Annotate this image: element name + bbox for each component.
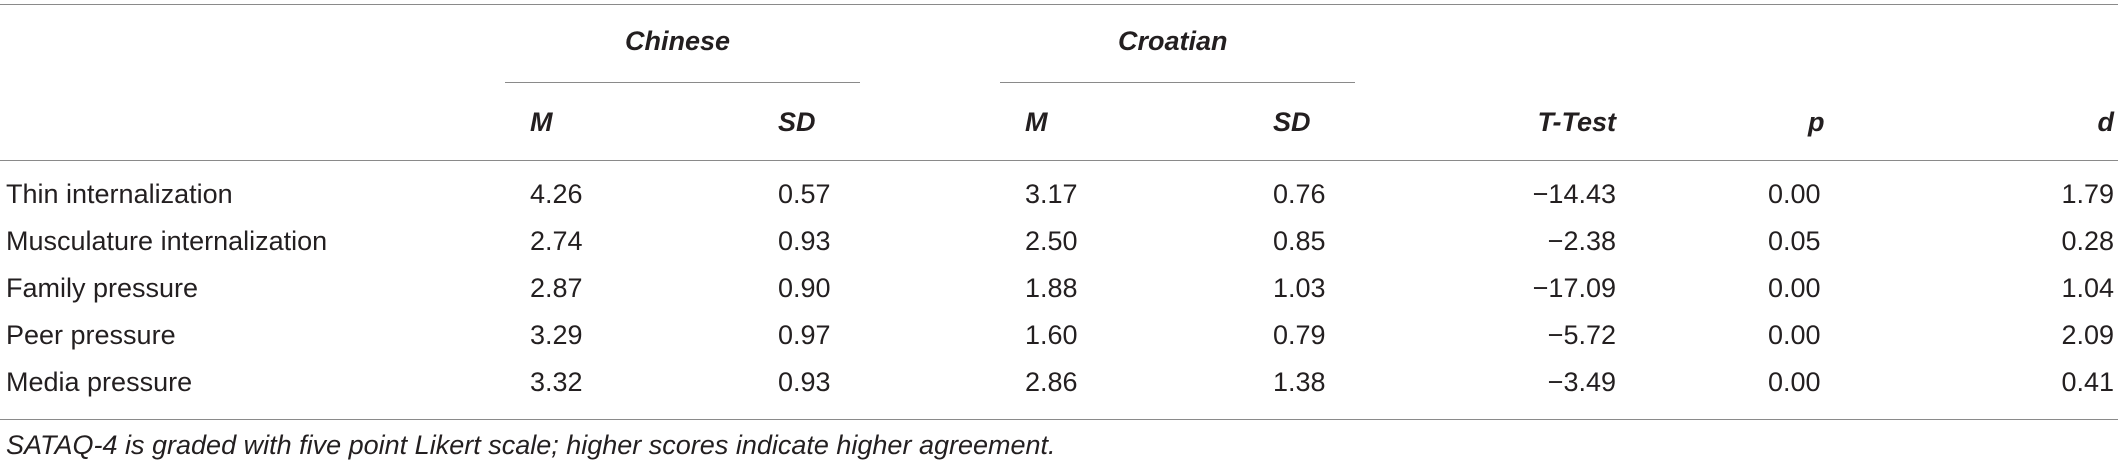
cell-d: 0.41 — [2061, 367, 2114, 397]
header-croatian-sd: SD — [1273, 107, 1311, 137]
cell-p: 0.00 — [1768, 179, 1821, 209]
cell-croatian-m: 3.17 — [1025, 179, 1078, 209]
cell-chinese-m: 3.29 — [530, 320, 583, 350]
header-chinese-sd: SD — [778, 107, 816, 137]
cell-d: 0.28 — [2061, 226, 2114, 256]
croatian-group-rule — [1000, 82, 1355, 83]
cell-ttest: −14.43 — [1532, 179, 1616, 209]
cell-croatian-sd: 0.85 — [1273, 226, 1326, 256]
cell-croatian-sd: 0.79 — [1273, 320, 1326, 350]
table-bottom-rule — [0, 419, 2118, 420]
chinese-group-header: Chinese — [625, 26, 731, 56]
cell-chinese-sd: 0.57 — [778, 179, 831, 209]
cell-chinese-m: 4.26 — [530, 179, 583, 209]
cell-p: 0.00 — [1768, 320, 1821, 350]
cell-p: 0.05 — [1768, 226, 1821, 256]
cell-croatian-m: 2.50 — [1025, 226, 1078, 256]
cell-chinese-m: 3.32 — [530, 367, 583, 397]
cell-chinese-m: 2.87 — [530, 273, 583, 303]
row-label: Thin internalization — [6, 179, 233, 209]
cell-croatian-sd: 1.03 — [1273, 273, 1326, 303]
cell-ttest: −17.09 — [1532, 273, 1616, 303]
cell-chinese-sd: 0.93 — [778, 226, 831, 256]
cell-croatian-sd: 0.76 — [1273, 179, 1326, 209]
cell-chinese-m: 2.74 — [530, 226, 583, 256]
cell-d: 1.79 — [2061, 179, 2114, 209]
croatian-group-header: Croatian — [1118, 26, 1228, 56]
cell-ttest: −5.72 — [1547, 320, 1616, 350]
header-d: d — [2097, 107, 2115, 137]
cell-d: 2.09 — [2061, 320, 2114, 350]
cell-ttest: −3.49 — [1547, 367, 1616, 397]
cell-croatian-sd: 1.38 — [1273, 367, 1326, 397]
row-label: Media pressure — [6, 367, 193, 397]
cell-p: 0.00 — [1768, 273, 1821, 303]
header-ttest: T-Test — [1537, 107, 1616, 137]
header-chinese-m: M — [530, 107, 553, 137]
header-croatian-m: M — [1025, 107, 1048, 137]
cell-croatian-m: 1.60 — [1025, 320, 1078, 350]
cell-d: 1.04 — [2061, 273, 2114, 303]
cell-chinese-sd: 0.90 — [778, 273, 831, 303]
row-label: Musculature internalization — [6, 226, 328, 256]
cell-ttest: −2.38 — [1547, 226, 1616, 256]
chinese-group-rule — [505, 82, 860, 83]
cell-croatian-m: 2.86 — [1025, 367, 1078, 397]
row-label: Peer pressure — [6, 320, 176, 350]
header-bottom-rule — [0, 160, 2118, 161]
cell-p: 0.00 — [1768, 367, 1821, 397]
cell-croatian-m: 1.88 — [1025, 273, 1078, 303]
table-footnote: SATAQ-4 is graded with five point Likert… — [6, 430, 1056, 460]
cell-chinese-sd: 0.97 — [778, 320, 831, 350]
cell-chinese-sd: 0.93 — [778, 367, 831, 397]
table-top-rule — [0, 4, 2118, 5]
header-p: p — [1808, 107, 1825, 137]
row-label: Family pressure — [6, 273, 199, 303]
